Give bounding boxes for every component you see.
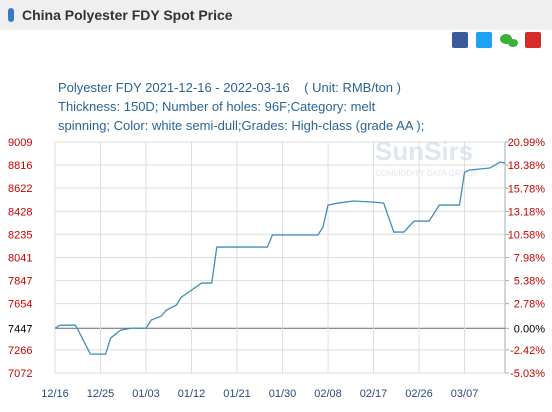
x-tick-label: 02/08 [314, 388, 342, 400]
share-facebook[interactable] [452, 32, 468, 48]
y-tick-label: 8428 [8, 206, 32, 218]
header-icon [8, 8, 14, 22]
share-wechat[interactable] [500, 34, 518, 47]
y-tick-label: 8816 [8, 160, 32, 172]
y2-tick-label: 15.78% [508, 183, 546, 195]
header-bar [0, 0, 552, 30]
y-tick-label: 7266 [8, 345, 32, 357]
y2-tick-label: 7.98% [514, 253, 545, 265]
x-tick-label: 03/07 [451, 388, 479, 400]
y2-tick-label: -5.03% [510, 368, 545, 380]
chart-title: Polyester FDY 2021-12-16 - 2022-03-16 ( … [58, 80, 401, 95]
y-tick-label: 8622 [8, 183, 32, 195]
y-tick-label: 7654 [8, 299, 32, 311]
y2-tick-label: 20.99% [508, 137, 546, 149]
y-tick-label: 7847 [8, 276, 32, 288]
x-tick-label: 01/30 [269, 388, 297, 400]
y2-tick-label: 10.58% [508, 229, 546, 241]
chart-subtitle: spinning; Color: white semi-dull;Grades:… [58, 118, 424, 133]
x-tick-label: 01/12 [178, 388, 206, 400]
y2-tick-label: 2.78% [514, 299, 545, 311]
x-tick-label: 01/03 [132, 388, 160, 400]
x-tick-label: 12/25 [87, 388, 115, 400]
y-tick-label: 7072 [8, 368, 32, 380]
y2-tick-label: 0.00% [514, 323, 545, 335]
chart-subtitle: Thickness: 150D; Number of holes: 96F;Ca… [58, 99, 376, 114]
y-tick-label: 7447 [8, 323, 32, 335]
watermark: COMMODITY DATA GROUP [375, 169, 478, 178]
watermark: SunSirs [375, 136, 473, 166]
y-tick-label: 9009 [8, 137, 32, 149]
y2-tick-label: -2.42% [510, 345, 545, 357]
page-title: China Polyester FDY Spot Price [22, 7, 233, 23]
data-line [54, 161, 506, 355]
y-tick-label: 8235 [8, 229, 32, 241]
y2-tick-label: 18.38% [508, 160, 546, 172]
x-tick-label: 02/26 [405, 388, 433, 400]
y2-tick-label: 13.18% [508, 206, 546, 218]
share-weibo[interactable] [525, 32, 541, 48]
share-twitter[interactable] [476, 32, 492, 48]
y2-tick-label: 5.38% [514, 276, 545, 288]
x-tick-label: 01/21 [223, 388, 251, 400]
x-tick-label: 12/16 [41, 388, 69, 400]
y-tick-label: 8041 [8, 252, 32, 264]
x-tick-label: 02/17 [360, 388, 388, 400]
